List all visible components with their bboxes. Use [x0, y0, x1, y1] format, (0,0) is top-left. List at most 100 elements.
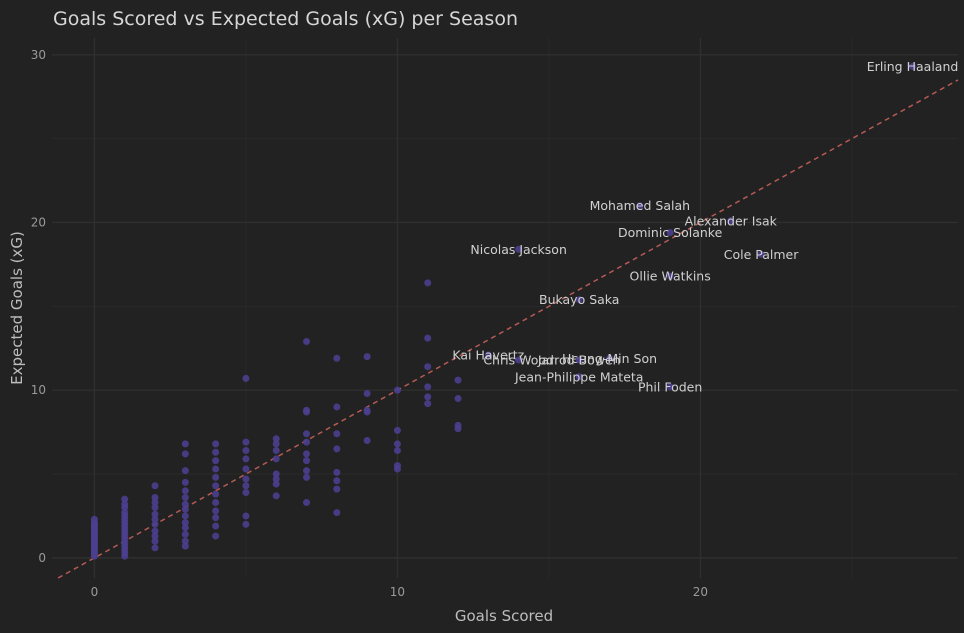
player-label: Mohamed Salah [590, 198, 690, 213]
y-tick-label: 30 [31, 48, 46, 62]
data-point [424, 279, 432, 287]
data-point [333, 430, 341, 438]
data-point [303, 430, 311, 438]
data-point [151, 482, 159, 490]
data-point [242, 374, 250, 382]
data-point [181, 530, 189, 538]
data-point [181, 487, 189, 495]
player-label: Phil Foden [638, 379, 702, 394]
data-point [424, 334, 432, 342]
data-point [363, 353, 371, 361]
annotated-point [666, 272, 674, 280]
data-point [333, 485, 341, 493]
data-point [303, 450, 311, 458]
data-point [303, 457, 311, 465]
player-label: Jean-Philippe Mateta [514, 369, 643, 384]
data-point [181, 524, 189, 532]
x-tick-label: 0 [91, 585, 99, 599]
y-tick-label: 10 [31, 383, 46, 397]
data-point [181, 450, 189, 458]
data-point [212, 522, 220, 530]
annotated-point [666, 229, 674, 237]
data-point [181, 537, 189, 545]
data-point [181, 478, 189, 486]
data-point [303, 406, 311, 414]
data-point [303, 467, 311, 475]
data-point [181, 494, 189, 502]
data-point [212, 532, 220, 540]
data-point [181, 519, 189, 527]
data-point [424, 383, 432, 391]
data-point [151, 499, 159, 507]
data-point [272, 475, 280, 483]
data-point [181, 467, 189, 475]
data-point [333, 403, 341, 411]
data-point [242, 465, 250, 473]
chart-title: Goals Scored vs Expected Goals (xG) per … [53, 8, 518, 30]
data-point [242, 475, 250, 483]
data-point [424, 393, 432, 401]
data-point [242, 488, 250, 496]
data-point [303, 473, 311, 481]
data-point [212, 457, 220, 465]
x-axis-label: Goals Scored [455, 607, 553, 625]
y-tick-label: 0 [38, 551, 46, 565]
annotated-point [484, 351, 492, 359]
data-point [242, 482, 250, 490]
data-point [212, 507, 220, 515]
data-point [333, 445, 341, 453]
data-point [333, 468, 341, 476]
data-point [181, 440, 189, 448]
annotated-point [727, 217, 735, 225]
data-point [393, 426, 401, 434]
data-point [454, 376, 462, 384]
annotated-point [606, 354, 614, 362]
data-point [363, 390, 371, 398]
data-point [393, 447, 401, 455]
data-point [272, 492, 280, 500]
player-label: Heung-Min Son [562, 351, 657, 366]
data-point [272, 480, 280, 488]
player-label: Dominic Solanke [618, 225, 723, 240]
data-point [212, 440, 220, 448]
data-point [303, 438, 311, 446]
data-point [151, 532, 159, 540]
data-point [212, 490, 220, 498]
data-point [242, 447, 250, 455]
data-point [363, 406, 371, 414]
y-axis-label: Expected Goals (xG) [8, 231, 26, 385]
data-point [242, 512, 250, 520]
data-point [181, 500, 189, 508]
player-label: Nicolas Jackson [470, 242, 567, 257]
data-point [212, 465, 220, 473]
player-label: Cole Palmer [724, 247, 799, 262]
data-point [454, 421, 462, 429]
reference-line [57, 79, 959, 579]
player-label: Bukayo Saka [539, 292, 619, 307]
data-point [151, 544, 159, 552]
data-point [121, 495, 129, 503]
data-point [333, 354, 341, 362]
data-point [181, 542, 189, 550]
data-point [151, 494, 159, 502]
annotated-point [575, 356, 583, 364]
data-point [333, 509, 341, 517]
data-point [242, 438, 250, 446]
data-point [242, 520, 250, 528]
data-point [212, 448, 220, 456]
data-point [393, 386, 401, 394]
grid [52, 38, 958, 578]
data-point [181, 512, 189, 520]
annotated-point [515, 245, 523, 253]
y-tick-label: 20 [31, 215, 46, 229]
data-point [212, 473, 220, 481]
data-point [181, 505, 189, 513]
data-point [303, 338, 311, 346]
x-tick-label: 20 [693, 585, 708, 599]
player-label: Erling Haaland [867, 59, 959, 74]
data-point [151, 527, 159, 535]
data-point [242, 455, 250, 463]
data-point [272, 447, 280, 455]
